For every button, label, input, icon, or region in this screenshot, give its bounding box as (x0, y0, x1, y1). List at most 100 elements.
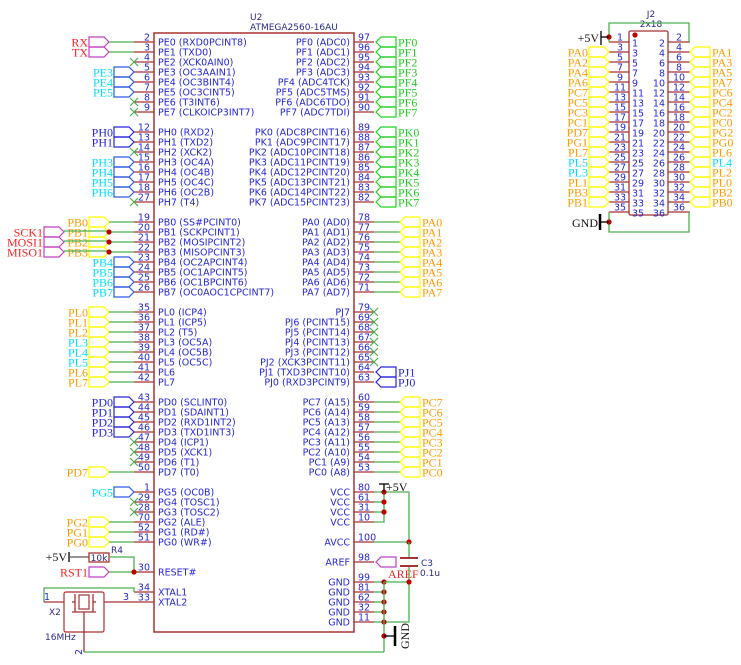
net-label-ph0-shape (113, 126, 135, 138)
pin-name: PF1 (ADC1) (296, 48, 350, 59)
net-label-ph3: PH3 (92, 156, 113, 170)
no-connect-icon (129, 57, 139, 67)
j2-label-pb1: PB1 (567, 196, 588, 210)
pin-number: 70 (138, 513, 150, 524)
pin-name: VCC (330, 508, 350, 519)
pin-number: 80 (358, 483, 370, 494)
net-label-pb3: PB3 (67, 246, 88, 260)
pin-number: 1 (144, 483, 150, 494)
pin-number: 31 (614, 183, 626, 194)
pin-name: PL2 (T5) (158, 328, 197, 339)
junction-dot (632, 32, 638, 38)
pin-number: 27 (138, 193, 150, 204)
pin-name: PH3 (OC4A) (158, 158, 214, 169)
net-label-pg2-shape (88, 516, 110, 528)
net-label-pa6-shape (399, 276, 421, 288)
pin-number-inner: 22 (653, 139, 665, 150)
pin-name: PG5 (OC0B) (158, 488, 214, 499)
pin-number: 45 (138, 413, 150, 424)
net-label-pf4-shape (375, 76, 397, 88)
pin-number-inner: 8 (659, 69, 665, 80)
net-label-pc1: PC1 (422, 456, 443, 470)
pin-name: PJ3 (PCINT12) (285, 348, 350, 359)
j2-label-pl5: PL5 (568, 156, 588, 170)
net-label-pk0: PK0 (398, 126, 419, 140)
j2-label-pl4-shape (689, 156, 711, 168)
j2-label-pl6-shape (689, 146, 711, 158)
net-label-pa1: PA1 (422, 226, 442, 240)
pin-name: PD0 (SCLINT0) (158, 398, 227, 409)
pin-number: 22 (138, 243, 150, 254)
net-label-pj1-shape (375, 366, 397, 378)
net-label-pb7: PB7 (92, 286, 113, 300)
pin-number: 93 (358, 73, 370, 84)
pin-number: 77 (358, 223, 370, 234)
pin-name: VCC (330, 498, 350, 509)
pin-number-inner: 7 (632, 69, 638, 80)
c3-value: 0.1u (420, 569, 440, 579)
pin-number: 4 (676, 43, 682, 54)
j2-label-pl0: PL0 (712, 176, 732, 190)
c3-ref: C3 (421, 559, 433, 569)
net-label-pa4: PA4 (422, 256, 442, 270)
pin-number-inner: 14 (653, 99, 665, 110)
j2-label-pc7-shape (588, 86, 610, 98)
pin-name: VCC (330, 488, 350, 499)
net-label-pl4: PL4 (68, 346, 88, 360)
pin-number: 75 (358, 243, 370, 254)
net-label-pa2-shape (399, 236, 421, 248)
j2-label-pc2-shape (689, 106, 711, 118)
net-label-pd1: PD1 (92, 406, 113, 420)
net-label-pd2-shape (113, 416, 135, 428)
pin-name: PH6 (OC2B) (158, 188, 214, 199)
net-label-pl3: PL3 (68, 336, 88, 350)
pin-name: PJ2 (XCK3PCINT11) (260, 358, 350, 369)
x2-ref: X2 (49, 608, 61, 618)
net-label-pf5-shape (375, 86, 397, 98)
net-label-pk4-shape (375, 166, 397, 178)
pin-number: 66 (358, 343, 370, 354)
pin-name: PA3 (AD3) (302, 248, 350, 259)
pin-number: 6 (144, 73, 150, 84)
j2-label-pc5-shape (588, 96, 610, 108)
net-label-pd0: PD0 (92, 396, 113, 410)
pin-number: 14 (673, 93, 685, 104)
j2-label-pa1-shape (689, 46, 711, 58)
pin-number: 20 (673, 123, 685, 134)
net-label-pl2-shape (88, 326, 110, 338)
no-connect-icon (129, 447, 139, 457)
pin-number: 69 (358, 313, 370, 324)
j2-label-pa3: PA3 (712, 56, 732, 70)
pin-number: 33 (614, 193, 626, 204)
r4-value: 10k (91, 554, 108, 564)
j2-label-pg2: PG2 (712, 126, 733, 140)
net-label-pk6: PK6 (398, 186, 419, 200)
net-label-pk7-shape (375, 196, 397, 208)
j2-label-pl1-shape (588, 176, 610, 188)
net-label-pk5: PK5 (398, 176, 419, 190)
net-label-pc0: PC0 (422, 466, 443, 480)
net-label-pc7: PC7 (422, 396, 443, 410)
u2-value: ATMEGA2560-16AU (250, 23, 338, 33)
net-label-pe4-shape (113, 76, 135, 88)
pin-name: PJ5 (PCINT14) (285, 328, 350, 339)
net-label-pf2-shape (375, 56, 397, 68)
pin-name: PC2 (A10) (303, 448, 350, 459)
j2-label-pb2: PB2 (712, 186, 733, 200)
no-connect-icon (129, 197, 139, 207)
pin-number: 5 (617, 53, 623, 64)
net-label-pb3-shape (88, 246, 110, 258)
net-label-pb4-shape (113, 256, 135, 268)
r4-ref: R4 (111, 546, 123, 556)
pin-number-inner: 1 (632, 39, 638, 50)
pin-name: PK0 (ADC8PCINT16) (255, 128, 350, 139)
pin-number: 26 (673, 153, 685, 164)
net-label-mosi1-shape (43, 236, 65, 248)
j2-label-pg2-shape (689, 126, 711, 138)
pin-number-inner: 17 (632, 119, 644, 130)
pin-number: 40 (138, 353, 150, 364)
x2-value: 16MHz (45, 633, 76, 643)
pin-number-inner: 24 (653, 149, 665, 160)
crystal-element (78, 594, 90, 610)
pin-number: 97 (358, 33, 370, 44)
